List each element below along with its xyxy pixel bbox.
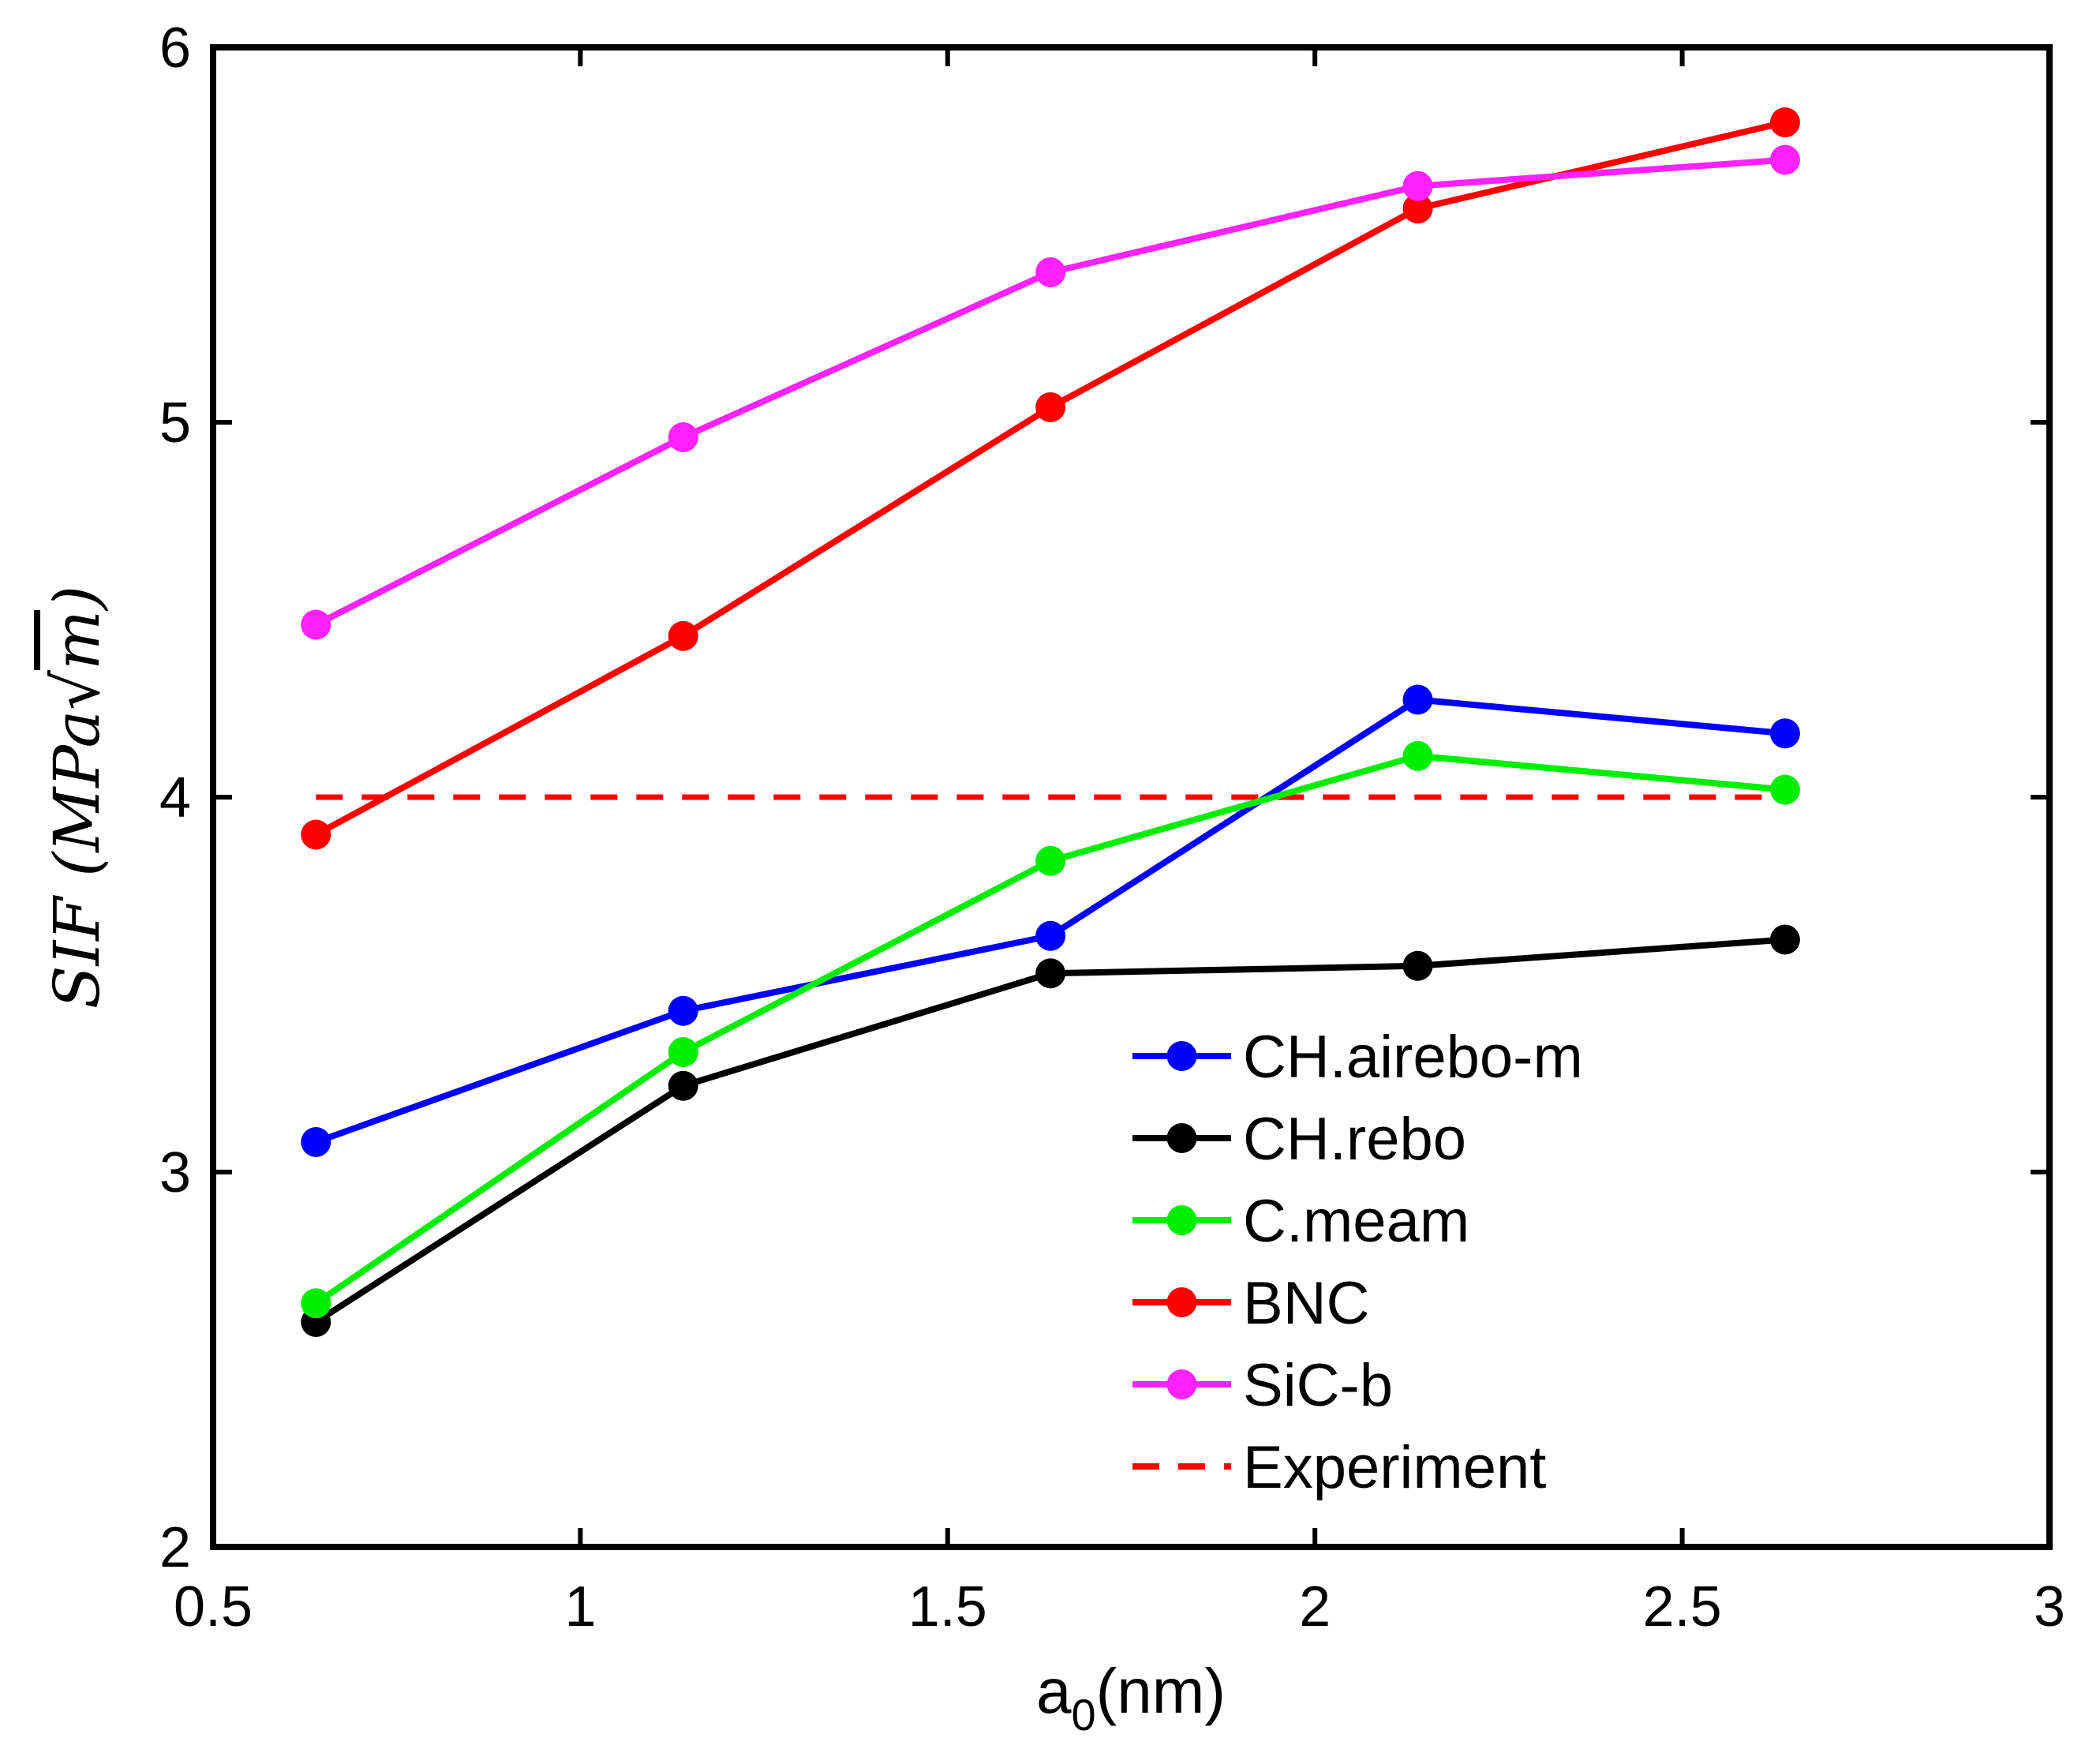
legend-label: BNC xyxy=(1243,1270,1369,1337)
data-point-c-meam xyxy=(301,1288,331,1319)
legend-label: SiC-b xyxy=(1243,1352,1393,1419)
y-tick-label: 6 xyxy=(159,17,191,80)
legend-label: CH.rebo xyxy=(1243,1106,1466,1173)
data-point-ch-airebo-m xyxy=(668,995,698,1026)
legend-swatch-marker xyxy=(1166,1287,1197,1317)
ticks-layer: 0.5 1 1.5 2 2.5 3 2 3 4 5 6 xyxy=(159,17,2065,1639)
data-point-c-meam xyxy=(1769,774,1800,805)
x-tick-label: 3 xyxy=(2034,1575,2065,1639)
legend-entry-experiment: Experiment xyxy=(1132,1434,1546,1501)
data-point-ch-rebo xyxy=(668,1070,698,1101)
data-point-bnc xyxy=(301,819,331,850)
y-tick-label: 3 xyxy=(159,1141,191,1204)
data-point-ch-airebo-m xyxy=(301,1127,331,1157)
legend-label: Experiment xyxy=(1243,1434,1546,1501)
plot-frame xyxy=(210,44,2053,1550)
data-point-bnc xyxy=(1035,392,1066,422)
y-tick-label: 2 xyxy=(159,1516,191,1579)
data-point-sic-b xyxy=(1402,170,1433,201)
data-point-ch-rebo xyxy=(1402,950,1433,981)
legend-label: C.meam xyxy=(1243,1188,1469,1255)
x-tick-label: 2.5 xyxy=(1643,1575,1722,1639)
y-tick-label: 5 xyxy=(159,391,191,455)
y-axis-label-main: SIF (MPa xyxy=(40,710,114,1009)
data-point-ch-rebo xyxy=(1769,924,1800,955)
data-point-ch-rebo xyxy=(1035,958,1066,989)
x-axis-label: a0(nm) xyxy=(1036,1656,1226,1740)
legend-swatch-marker xyxy=(1166,1123,1197,1153)
legend: CH.airebo-m CH.rebo C.meam BNC SiC-b Experime… xyxy=(1132,1024,1583,1501)
data-point-ch-airebo-m xyxy=(1769,718,1800,749)
x-axis-label-base: a xyxy=(1036,1656,1072,1726)
legend-label: CH.airebo-m xyxy=(1243,1024,1583,1091)
data-point-c-meam xyxy=(1402,740,1433,771)
data-point-sic-b xyxy=(1035,257,1066,287)
x-axis-label-subscript: 0 xyxy=(1071,1690,1095,1740)
x-axis-label-units: (nm) xyxy=(1096,1656,1226,1726)
data-point-bnc xyxy=(668,620,698,651)
series-layer xyxy=(301,107,1800,1337)
legend-entry-ch-rebo: CH.rebo xyxy=(1132,1106,1466,1173)
data-point-bnc xyxy=(1769,107,1800,137)
data-point-sic-b xyxy=(301,609,331,640)
x-tick-label: 1.5 xyxy=(908,1575,987,1639)
data-point-ch-airebo-m xyxy=(1402,684,1433,715)
legend-swatch-marker xyxy=(1166,1205,1197,1235)
data-point-c-meam xyxy=(1035,845,1066,876)
data-point-bnc xyxy=(1402,193,1433,224)
x-tick-label: 0.5 xyxy=(174,1575,253,1639)
data-point-sic-b xyxy=(1769,144,1800,175)
y-axis-label: SIF (MPa√m) xyxy=(40,586,114,1009)
data-point-c-meam xyxy=(668,1037,698,1067)
y-axis-label-radicand: m xyxy=(40,610,114,670)
x-tick-label: 1 xyxy=(564,1575,596,1639)
data-point-ch-airebo-m xyxy=(1035,920,1066,951)
legend-swatch-marker xyxy=(1166,1041,1197,1071)
data-point-sic-b xyxy=(668,422,698,452)
y-tick-label: 4 xyxy=(159,766,191,830)
legend-entry-ch-airebo-m: CH.airebo-m xyxy=(1132,1024,1583,1091)
legend-swatch-marker xyxy=(1166,1369,1197,1399)
x-tick-label: 2 xyxy=(1299,1575,1331,1639)
y-axis-label-close: ) xyxy=(40,586,114,612)
y-axis-label-radical: √ xyxy=(40,670,114,710)
legend-entry-bnc: BNC xyxy=(1132,1270,1369,1337)
legend-entry-c-meam: C.meam xyxy=(1132,1188,1469,1255)
legend-entry-sic-b: SiC-b xyxy=(1132,1352,1393,1419)
